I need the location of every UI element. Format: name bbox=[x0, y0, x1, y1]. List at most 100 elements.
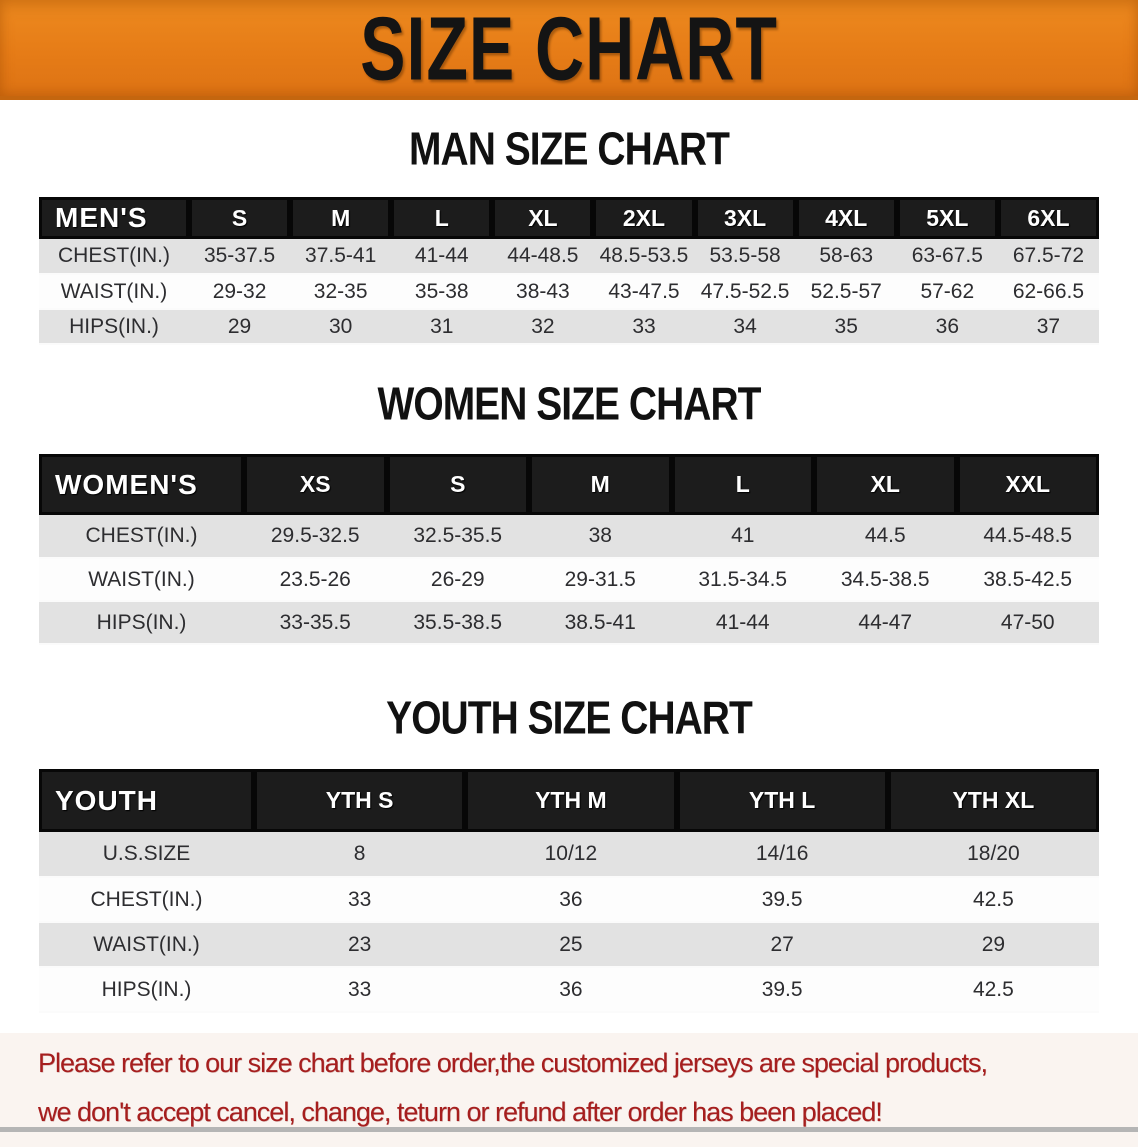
row-label: WAIST(IN.) bbox=[39, 922, 254, 968]
table-row: HIPS(IN.) 33-35.5 35.5-38.5 38.5-41 41-44 44-… bbox=[39, 601, 1099, 645]
cell-value: 34.5-38.5 bbox=[814, 558, 957, 602]
cell-value: 29 bbox=[189, 309, 291, 345]
men-column-header: 4XL bbox=[795, 197, 897, 239]
cell-value: 47.5-52.5 bbox=[694, 274, 796, 310]
table-row: HIPS(IN.) 33 36 39.5 42.5 bbox=[39, 967, 1099, 1013]
men-column-header: S bbox=[189, 197, 291, 239]
women-column-header: XS bbox=[244, 454, 387, 515]
cell-value: 30 bbox=[290, 309, 392, 345]
table-row: WAIST(IN.) 23.5-26 26-29 29-31.5 31.5-34.5 34… bbox=[39, 558, 1099, 602]
cell-value: 37.5-41 bbox=[290, 239, 392, 275]
youth-column-header: YTH XL bbox=[887, 769, 1099, 832]
cell-value: 10/12 bbox=[465, 832, 677, 878]
table-row: WAIST(IN.) 29-32 32-35 35-38 38-43 43-47.5 47.… bbox=[39, 274, 1099, 310]
cell-value: 41 bbox=[671, 515, 814, 559]
cell-value: 47-50 bbox=[956, 601, 1099, 645]
cell-value: 34 bbox=[694, 309, 796, 345]
row-label: CHEST(IN.) bbox=[39, 239, 189, 275]
cell-value: 36 bbox=[896, 309, 998, 345]
cell-value: 53.5-58 bbox=[694, 239, 796, 275]
youth-table-header: YOUTH YTH S YTH M YTH L YTH XL bbox=[39, 769, 1099, 832]
men-column-header: 6XL bbox=[997, 197, 1099, 239]
table-row: HIPS(IN.) 29 30 31 32 33 34 35 36 37 bbox=[39, 309, 1099, 345]
cell-value: 39.5 bbox=[676, 877, 888, 923]
cell-value: 29-31.5 bbox=[529, 558, 672, 602]
women-table-header: WOMEN'S XS S M L XL XXL bbox=[39, 454, 1099, 515]
cell-value: 38.5-42.5 bbox=[956, 558, 1099, 602]
cell-value: 26-29 bbox=[386, 558, 529, 602]
women-column-header: L bbox=[671, 454, 814, 515]
cell-value: 43-47.5 bbox=[593, 274, 695, 310]
cell-value: 14/16 bbox=[676, 832, 888, 878]
row-label: U.S.SIZE bbox=[39, 832, 254, 878]
youth-size-table: YOUTH YTH S YTH M YTH L YTH XL U.S.SIZE 8 10/12… bbox=[39, 769, 1099, 1013]
page-title: SIZE CHART bbox=[360, 0, 778, 99]
cell-value: 23 bbox=[254, 922, 466, 968]
youth-size-chart-section: YOUTH SIZE CHART YOUTH YTH S YTH M YTH L YTH … bbox=[0, 692, 1138, 1013]
men-header-label: MEN'S bbox=[39, 197, 189, 239]
row-label: CHEST(IN.) bbox=[39, 877, 254, 923]
cell-value: 33 bbox=[254, 877, 466, 923]
women-section-title: WOMEN SIZE CHART bbox=[377, 378, 762, 430]
cell-value: 44-48.5 bbox=[492, 239, 594, 275]
row-label: HIPS(IN.) bbox=[39, 309, 189, 345]
women-column-header: XXL bbox=[956, 454, 1099, 515]
bottom-edge-strip bbox=[0, 1127, 1138, 1132]
cell-value: 38-43 bbox=[492, 274, 594, 310]
cell-value: 52.5-57 bbox=[795, 274, 897, 310]
women-size-chart-section: WOMEN SIZE CHART WOMEN'S XS S M L XL XXL CHEST(I… bbox=[0, 378, 1138, 645]
youth-section-title: YOUTH SIZE CHART bbox=[386, 692, 753, 744]
cell-value: 32-35 bbox=[290, 274, 392, 310]
cell-value: 32 bbox=[492, 309, 594, 345]
youth-column-header: YTH L bbox=[676, 769, 888, 832]
cell-value: 67.5-72 bbox=[997, 239, 1099, 275]
cell-value: 33-35.5 bbox=[244, 601, 387, 645]
row-label: WAIST(IN.) bbox=[39, 558, 244, 602]
women-header-row: WOMEN'S XS S M L XL XXL bbox=[39, 454, 1099, 515]
cell-value: 29-32 bbox=[189, 274, 291, 310]
men-column-header: 3XL bbox=[694, 197, 796, 239]
cell-value: 38.5-41 bbox=[529, 601, 672, 645]
youth-column-header: YTH M bbox=[465, 769, 677, 832]
youth-header-row: YOUTH YTH S YTH M YTH L YTH XL bbox=[39, 769, 1099, 832]
cell-value: 33 bbox=[593, 309, 695, 345]
youth-table-body: U.S.SIZE 8 10/12 14/16 18/20 CHEST(IN.) 33 36 39… bbox=[39, 832, 1099, 1013]
cell-value: 23.5-26 bbox=[244, 558, 387, 602]
men-column-header: XL bbox=[492, 197, 594, 239]
row-label: CHEST(IN.) bbox=[39, 515, 244, 559]
disclaimer-line-1: Please refer to our size chart before or… bbox=[38, 1048, 988, 1078]
cell-value: 35-37.5 bbox=[189, 239, 291, 275]
cell-value: 44.5 bbox=[814, 515, 957, 559]
youth-header-label: YOUTH bbox=[39, 769, 254, 832]
men-section-title: MAN SIZE CHART bbox=[409, 123, 730, 175]
men-column-header: 5XL bbox=[896, 197, 998, 239]
table-row: U.S.SIZE 8 10/12 14/16 18/20 bbox=[39, 832, 1099, 878]
cell-value: 38 bbox=[529, 515, 672, 559]
cell-value: 25 bbox=[465, 922, 677, 968]
men-table-body: CHEST(IN.) 35-37.5 37.5-41 41-44 44-48.5 48.5… bbox=[39, 239, 1099, 345]
cell-value: 57-62 bbox=[896, 274, 998, 310]
row-label: WAIST(IN.) bbox=[39, 274, 189, 310]
cell-value: 62-66.5 bbox=[997, 274, 1099, 310]
women-column-header: M bbox=[529, 454, 672, 515]
men-column-header: M bbox=[290, 197, 392, 239]
cell-value: 44.5-48.5 bbox=[956, 515, 1099, 559]
size-chart-banner: SIZE CHART bbox=[0, 0, 1138, 100]
cell-value: 41-44 bbox=[671, 601, 814, 645]
cell-value: 35-38 bbox=[391, 274, 493, 310]
cell-value: 58-63 bbox=[795, 239, 897, 275]
cell-value: 33 bbox=[254, 967, 466, 1013]
cell-value: 32.5-35.5 bbox=[386, 515, 529, 559]
cell-value: 44-47 bbox=[814, 601, 957, 645]
cell-value: 18/20 bbox=[887, 832, 1099, 878]
row-label: HIPS(IN.) bbox=[39, 967, 254, 1013]
youth-column-header: YTH S bbox=[254, 769, 466, 832]
women-column-header: S bbox=[386, 454, 529, 515]
cell-value: 29 bbox=[887, 922, 1099, 968]
row-label: HIPS(IN.) bbox=[39, 601, 244, 645]
women-column-header: XL bbox=[814, 454, 957, 515]
cell-value: 48.5-53.5 bbox=[593, 239, 695, 275]
cell-value: 27 bbox=[676, 922, 888, 968]
men-header-row: MEN'S S M L XL 2XL 3XL 4XL 5XL 6XL bbox=[39, 197, 1099, 239]
men-size-table: MEN'S S M L XL 2XL 3XL 4XL 5XL 6XL CHEST(IN.) 35-37… bbox=[39, 197, 1099, 345]
